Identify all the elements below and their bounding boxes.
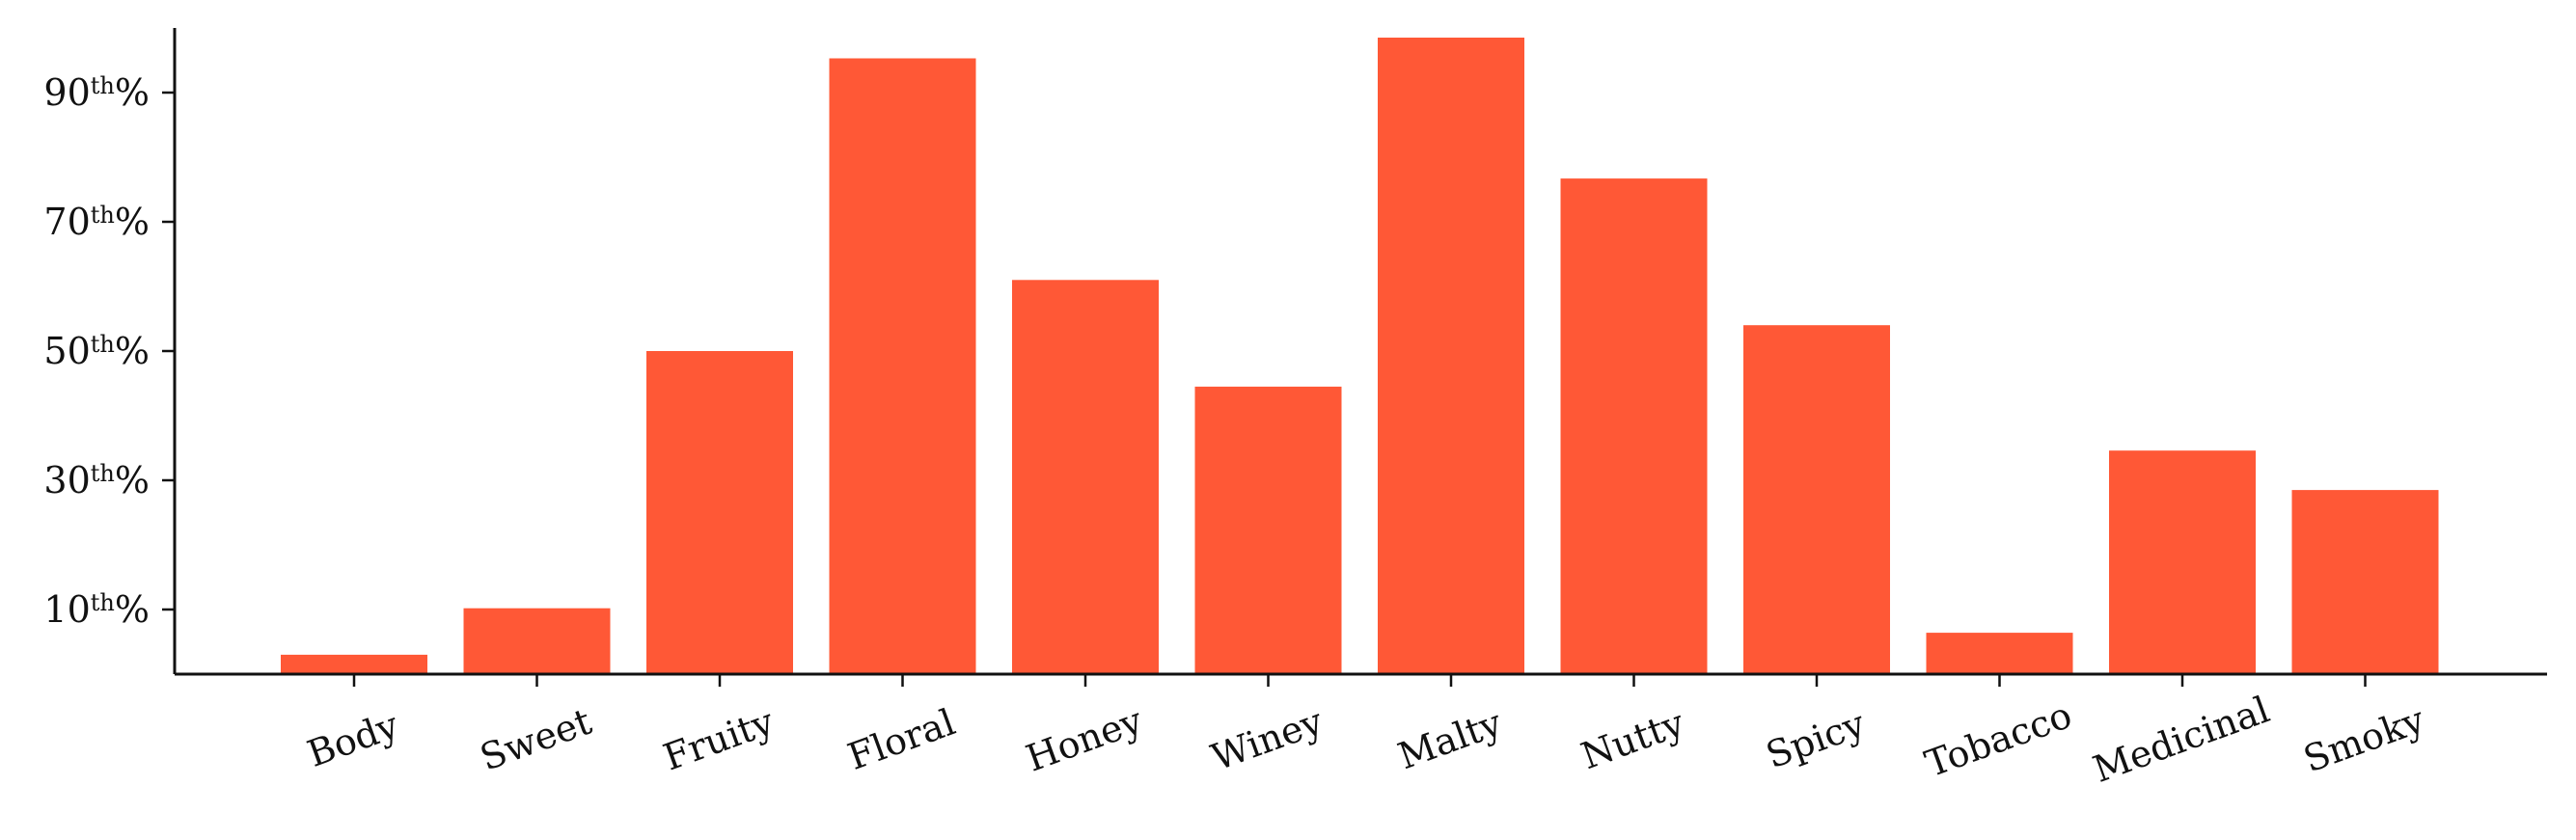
x-tick-label: Tobacco <box>1920 693 2077 785</box>
y-tick-percent: % <box>115 201 150 243</box>
x-tick-label: Nutty <box>1576 701 1690 777</box>
bar-spicy <box>1743 325 1890 674</box>
y-tick-ordinal: th <box>91 72 115 99</box>
bar-tobacco <box>1926 633 2073 674</box>
y-tick-label: 30th% <box>43 459 150 501</box>
y-tick-number: 10 <box>43 588 90 631</box>
x-tick-label: Medicinal <box>2088 688 2275 791</box>
bar-sweet <box>463 608 611 674</box>
bar-nutty <box>1560 178 1708 675</box>
x-tick-label: Honey <box>1021 699 1148 780</box>
y-tick-ordinal: th <box>91 589 115 616</box>
y-tick-label: 70th% <box>43 201 150 243</box>
x-ticks: Body Sweet Fruity Floral Honey Winey Malty Nutt… <box>302 674 2430 791</box>
y-tick-number: 90 <box>43 71 90 114</box>
y-tick-number: 30 <box>43 459 90 501</box>
bar-medicinal <box>2109 450 2256 674</box>
y-tick-percent: % <box>115 330 150 372</box>
y-tick-percent: % <box>115 588 150 631</box>
bar-floral <box>829 58 976 674</box>
y-tick-ordinal: th <box>91 460 115 487</box>
x-tick-label: Fruity <box>658 700 780 779</box>
y-tick-label: 50th% <box>43 330 150 372</box>
y-tick-percent: % <box>115 459 150 501</box>
bars-layer <box>281 38 2439 675</box>
bar-honey <box>1012 280 1159 674</box>
y-tick-label: 10th% <box>43 588 150 631</box>
y-tick-number: 50 <box>43 330 90 372</box>
x-tick-label: Sweet <box>475 700 597 779</box>
y-tick-percent: % <box>115 71 150 114</box>
x-tick-label: Malty <box>1392 701 1507 777</box>
x-tick-label: Body <box>302 703 404 775</box>
x-tick-label: Floral <box>842 700 961 777</box>
y-tick-number: 70 <box>43 201 90 243</box>
y-tick-ordinal: th <box>91 331 115 358</box>
y-ticks: 10th%30th%50th%70th%90th% <box>43 71 175 631</box>
bar-malty <box>1378 38 1524 674</box>
x-tick-label: Winey <box>1206 700 1329 779</box>
bar-winey <box>1194 386 1342 674</box>
y-tick-ordinal: th <box>91 202 115 229</box>
x-tick-label: Smoky <box>2298 698 2430 781</box>
y-tick-label: 90th% <box>43 71 150 114</box>
x-tick-label: Spicy <box>1761 702 1871 777</box>
bar-smoky <box>2291 490 2439 674</box>
bar-body <box>281 654 427 674</box>
bar-fruity <box>646 351 793 674</box>
